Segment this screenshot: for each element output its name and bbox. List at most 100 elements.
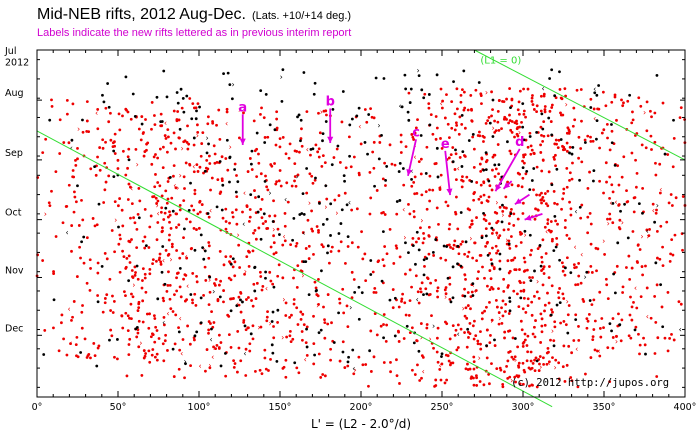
data-point (571, 161, 574, 165)
data-point (129, 185, 132, 189)
data-point (539, 125, 543, 129)
data-point (530, 99, 534, 103)
data-point (286, 200, 290, 204)
data-point (281, 135, 285, 139)
data-point-marker: ‹ (198, 362, 201, 371)
data-point (663, 336, 667, 340)
data-point (419, 290, 423, 294)
data-point (517, 361, 521, 365)
data-point (568, 171, 572, 175)
data-point (542, 120, 546, 124)
data-point (631, 230, 635, 233)
data-point (641, 211, 644, 215)
data-point (76, 146, 79, 150)
data-point (516, 171, 520, 175)
data-point (177, 223, 181, 227)
data-point (611, 336, 615, 339)
data-point (277, 263, 281, 267)
data-point (183, 273, 187, 277)
data-point (548, 109, 552, 113)
data-point (620, 318, 624, 322)
data-point (449, 245, 452, 249)
data-point-marker: › (553, 363, 556, 372)
data-point (466, 362, 469, 366)
data-point (264, 276, 267, 280)
data-point (230, 97, 234, 101)
data-point (89, 167, 93, 171)
data-point (124, 75, 128, 79)
data-point-marker: › (510, 376, 513, 385)
data-point (325, 217, 329, 221)
data-point (224, 227, 228, 231)
data-point (197, 226, 201, 230)
data-point (510, 130, 514, 134)
data-point (398, 382, 401, 385)
data-point (604, 277, 608, 281)
data-point (125, 256, 129, 260)
data-point (455, 123, 459, 127)
data-point (166, 283, 170, 287)
data-point (381, 258, 385, 261)
data-point (171, 310, 175, 313)
data-point (394, 244, 398, 248)
data-point (173, 342, 177, 346)
data-point (411, 135, 415, 139)
data-point (419, 157, 423, 161)
data-point (191, 272, 195, 275)
data-point (199, 296, 203, 300)
data-point (196, 170, 200, 173)
data-point (443, 381, 447, 385)
data-point (385, 252, 389, 256)
data-point (254, 297, 258, 300)
data-point (520, 328, 524, 332)
data-point (644, 264, 647, 268)
data-point (343, 366, 347, 369)
data-point (464, 306, 468, 310)
data-point (427, 102, 431, 106)
data-point (397, 340, 401, 343)
data-point (468, 332, 472, 335)
data-point (147, 349, 151, 353)
data-point (653, 220, 657, 224)
data-point (351, 348, 355, 352)
data-point (570, 177, 574, 181)
data-point (344, 262, 347, 265)
data-point (69, 342, 72, 346)
data-point-marker: › (416, 66, 419, 75)
data-point-marker: › (196, 131, 199, 140)
data-point (496, 219, 500, 223)
data-point (615, 118, 618, 122)
data-point (174, 147, 177, 151)
data-point (58, 118, 62, 122)
data-point (610, 100, 614, 104)
data-point (507, 222, 511, 226)
data-point (195, 280, 199, 284)
x-tick-label: 300° (512, 402, 535, 413)
data-point (592, 179, 595, 183)
data-point (193, 188, 197, 192)
data-point (259, 113, 262, 116)
data-point-marker: ‹ (593, 114, 596, 123)
data-point (667, 201, 671, 205)
data-point (570, 379, 574, 383)
data-point (415, 230, 419, 234)
data-point (681, 195, 685, 198)
data-point (670, 238, 674, 242)
data-point (597, 107, 601, 111)
data-point (201, 131, 205, 135)
data-point (134, 327, 138, 331)
data-point (613, 291, 617, 295)
data-point (162, 218, 166, 221)
data-point (628, 277, 632, 281)
data-point (562, 320, 566, 323)
data-point (463, 252, 466, 256)
data-point (195, 163, 199, 167)
data-point (377, 259, 381, 263)
data-point (460, 185, 464, 189)
data-point (508, 329, 512, 333)
data-point (302, 323, 306, 327)
data-point (284, 301, 288, 305)
data-point (260, 372, 264, 376)
data-point (554, 219, 558, 223)
data-point (150, 101, 154, 104)
